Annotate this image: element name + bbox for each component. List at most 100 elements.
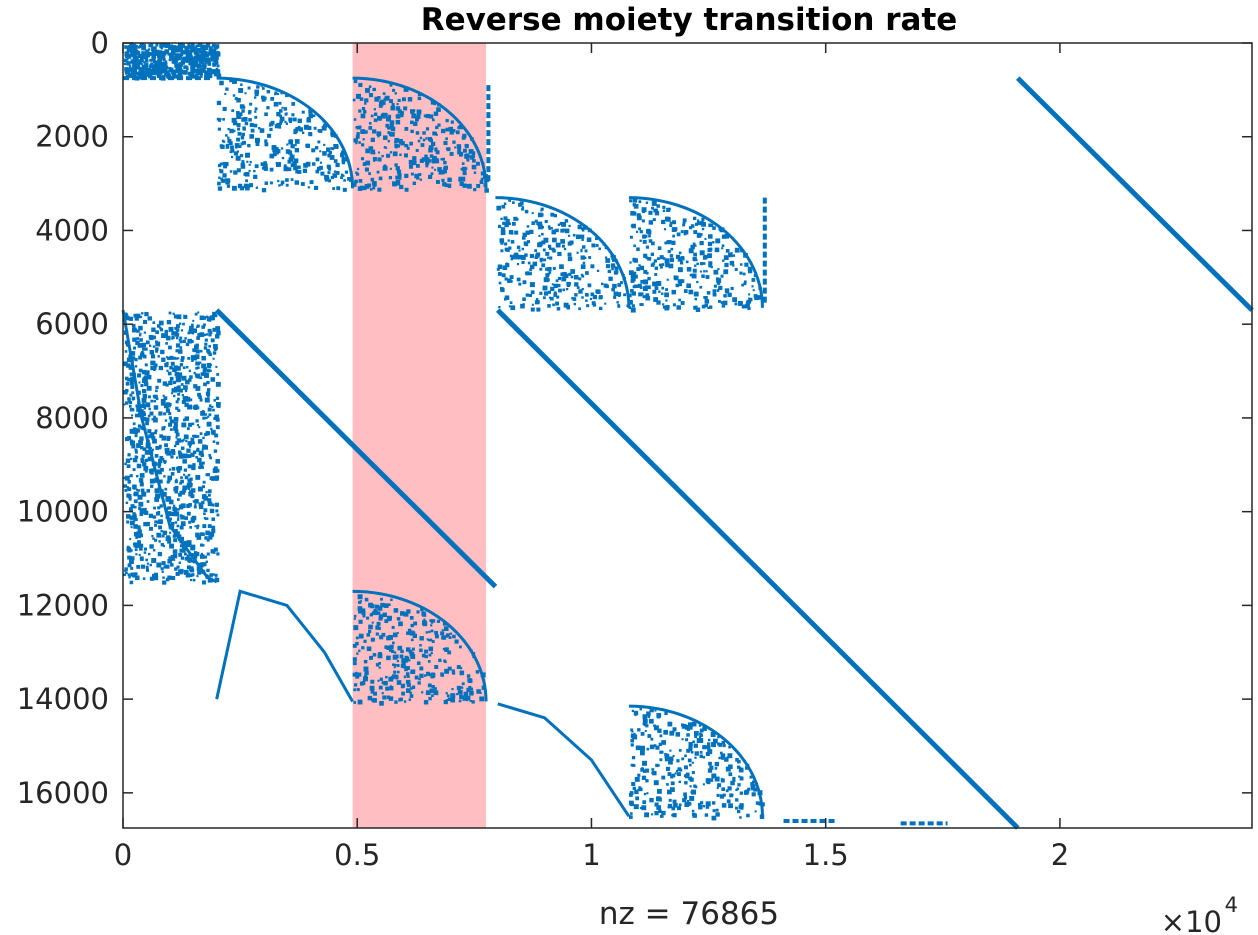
nonzero-marker (415, 148, 419, 152)
nonzero-marker (694, 297, 698, 301)
nonzero-marker (134, 365, 138, 368)
nonzero-marker (372, 152, 376, 155)
nonzero-marker (654, 211, 660, 216)
nonzero-marker (696, 262, 699, 266)
nonzero-marker (404, 667, 408, 672)
nonzero-marker (217, 186, 223, 191)
nonzero-marker (678, 251, 682, 255)
nonzero-marker (405, 672, 410, 676)
nonzero-marker (199, 332, 205, 337)
nonzero-marker (459, 670, 465, 676)
nonzero-marker (448, 636, 452, 640)
nonzero-marker (359, 185, 365, 191)
nonzero-marker (629, 800, 634, 806)
nonzero-marker (130, 359, 134, 363)
nonzero-marker (185, 54, 191, 60)
nonzero-marker (628, 270, 634, 276)
nonzero-marker (528, 294, 533, 298)
nonzero-marker (336, 186, 341, 191)
nonzero-marker (555, 301, 560, 306)
dense-block (123, 446, 175, 585)
nonzero-marker (194, 354, 200, 360)
nonzero-marker (715, 238, 721, 244)
nonzero-marker (442, 648, 445, 651)
nonzero-marker (127, 487, 132, 492)
nonzero-marker (132, 422, 136, 426)
nonzero-marker (689, 763, 692, 767)
nonzero-marker (193, 51, 197, 55)
nonzero-marker (205, 473, 209, 477)
nonzero-marker (152, 365, 157, 370)
nonzero-marker (126, 546, 131, 552)
nonzero-marker (208, 73, 213, 79)
nonzero-marker (661, 740, 667, 745)
nonzero-marker (552, 303, 555, 307)
nonzero-marker (255, 142, 260, 147)
nonzero-marker (126, 67, 130, 71)
nonzero-marker (158, 458, 163, 464)
nonzero-marker (280, 183, 284, 186)
nonzero-marker (751, 792, 756, 797)
nonzero-marker (651, 241, 655, 246)
nonzero-marker (753, 273, 757, 278)
nonzero-marker (132, 55, 137, 60)
nonzero-marker (612, 256, 616, 259)
nonzero-marker (693, 216, 697, 221)
nonzero-marker (585, 299, 588, 302)
nonzero-marker (297, 165, 301, 170)
nonzero-marker (157, 506, 161, 510)
nonzero-marker (575, 234, 581, 240)
nonzero-marker (647, 230, 652, 235)
nonzero-marker (410, 654, 416, 660)
nonzero-marker (274, 124, 279, 129)
nonzero-marker (378, 176, 383, 181)
nonzero-marker (182, 459, 187, 464)
nonzero-marker (189, 578, 193, 582)
nonzero-marker (141, 45, 146, 51)
nonzero-marker (139, 473, 145, 478)
nonzero-marker (384, 146, 388, 149)
nonzero-marker (681, 724, 687, 729)
nonzero-marker (208, 63, 211, 66)
nonzero-marker (527, 261, 531, 265)
nonzero-marker (503, 297, 507, 301)
nonzero-marker (293, 128, 298, 134)
nonzero-marker (133, 44, 137, 48)
nonzero-marker (456, 693, 459, 696)
nonzero-marker (457, 126, 461, 130)
nonzero-marker (360, 113, 366, 119)
nonzero-marker (313, 126, 317, 130)
nonzero-marker (671, 806, 676, 811)
nonzero-marker (684, 774, 690, 779)
nonzero-marker (678, 803, 682, 807)
nonzero-marker (370, 149, 376, 155)
nonzero-marker (531, 303, 534, 306)
nonzero-marker (342, 156, 348, 162)
nonzero-marker (651, 768, 655, 771)
nonzero-marker (429, 639, 432, 642)
nonzero-marker (646, 711, 651, 716)
nonzero-marker (159, 326, 162, 330)
nonzero-marker (211, 43, 216, 48)
nonzero-marker (323, 123, 328, 128)
nonzero-marker (123, 330, 129, 335)
nonzero-marker (215, 396, 220, 400)
nonzero-marker (216, 69, 220, 73)
nonzero-marker (704, 295, 708, 300)
nonzero-marker (200, 44, 205, 49)
nonzero-marker (545, 251, 550, 256)
nonzero-marker (566, 281, 571, 286)
nonzero-marker (143, 522, 148, 527)
nonzero-marker (708, 761, 712, 766)
nonzero-marker (481, 685, 487, 690)
nonzero-marker (160, 349, 165, 355)
nonzero-marker (236, 97, 241, 103)
nonzero-marker (734, 302, 738, 306)
nonzero-marker (739, 271, 743, 275)
nonzero-marker (140, 481, 143, 485)
nonzero-marker (604, 302, 607, 305)
nonzero-marker (182, 339, 186, 343)
nonzero-marker (548, 271, 552, 274)
nonzero-marker (626, 304, 630, 308)
nonzero-marker (724, 233, 730, 239)
